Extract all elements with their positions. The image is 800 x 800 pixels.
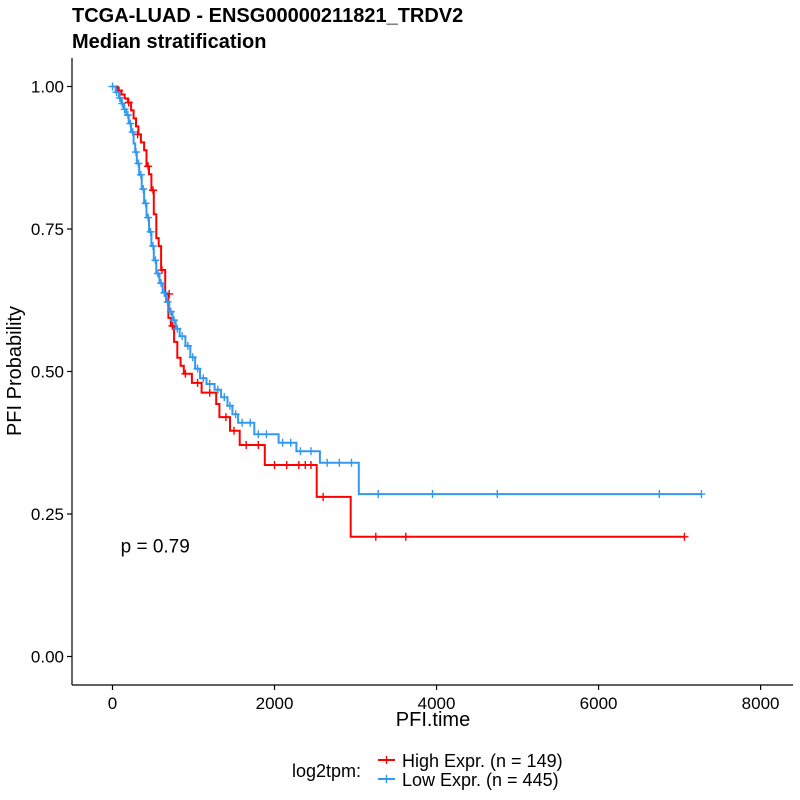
censor-mark [146,227,155,236]
censor-mark [286,438,295,447]
chart-title: TCGA-LUAD - ENSG00000211821_TRDV2 [72,5,463,27]
censor-mark [697,490,706,499]
y-tick-label: 0.75 [31,220,64,239]
chart-subtitle: Median stratification [72,31,266,53]
legend-title: log2tpm: [292,761,361,781]
x-tick-label: 2000 [256,694,294,713]
censor-mark [183,341,192,350]
censor-mark [323,458,332,467]
censor-mark [238,418,247,427]
censor-mark [282,460,291,469]
censor-mark [153,269,162,278]
censor-mark [213,385,222,394]
censor-mark [181,369,190,378]
censor-mark [335,458,344,467]
censor-mark [126,119,135,128]
y-tick-label: 0.25 [31,505,64,524]
censor-mark [123,111,132,119]
p-value-annotation: p = 0.79 [121,536,190,557]
censor-mark [319,492,328,501]
censor-mark [134,159,143,168]
series-layer [108,82,706,541]
censor-mark [221,413,230,422]
censor-mark [115,93,124,102]
legend-entry-high: High Expr. (n = 149) [402,751,563,771]
censor-mark [231,410,240,419]
censor-mark [347,458,356,467]
censor-mark [131,148,140,157]
censor-mark [270,460,279,469]
censor-mark [296,447,305,456]
censor-mark [139,185,148,194]
censor-mark [149,186,158,195]
censor-mark [230,426,239,435]
x-tick-label: 8000 [742,694,780,713]
censor-mark [374,490,383,499]
censor-mark [242,441,251,450]
censor-mark [680,532,689,541]
censor-mark [205,388,214,397]
censor-mark [371,532,380,541]
survival-curve-high [112,85,685,538]
y-tick-label: 1.00 [31,78,64,97]
censor-mark [133,130,142,139]
censor-mark [262,430,271,439]
censor-mark [225,401,234,410]
censor-mark [306,460,315,469]
censor-mark [173,324,182,333]
censor-mark [151,256,160,265]
x-tick-label: 4000 [418,694,456,713]
legend-entry-low: Low Expr. (n = 445) [402,770,559,790]
censor-mark [157,279,166,288]
x-tick-label: 0 [108,694,117,713]
x-axis-title: PFI.time [396,709,470,731]
censor-mark [120,105,129,114]
censor-mark [157,266,166,275]
axes: 0 2000 4000 6000 8000 0.00 0.25 0.50 0.75 1.00 [31,58,793,713]
censor-mark [124,98,133,107]
censor-mark [112,88,121,97]
censor-mark [118,99,127,108]
censor-mark [136,170,145,179]
censor-mark [278,438,287,447]
censor-mark [149,242,158,251]
censor-mark [160,288,169,297]
censor-mark [401,532,410,541]
censor-mark [170,316,179,325]
censor-mark [178,332,187,341]
censor-mark [144,162,153,171]
censor-mark [188,353,197,362]
y-tick-label: 0.50 [31,363,64,382]
y-axis-title: PFI Probability [4,306,26,436]
censor-mark [493,490,502,499]
censor-mark [655,490,664,499]
censor-mark [246,418,255,427]
censor-mark [254,430,263,439]
censor-mark [254,441,263,450]
censor-mark [141,199,150,208]
censor-mark [205,380,214,389]
censor-mark [193,364,202,373]
censor-mark [220,393,229,402]
censor-mark [199,374,208,383]
censor-mark [163,297,172,306]
censor-mark [108,82,117,91]
censor-mark [128,128,137,137]
censor-mark [193,378,202,387]
censor-mark [428,490,437,499]
survival-curve-low [112,85,702,496]
censor-mark [166,307,175,316]
legend: log2tpm: High Expr. (n = 149) Low Expr. … [292,751,563,790]
censor-mark [306,447,315,456]
y-tick-label: 0.00 [31,648,64,667]
x-tick-label: 6000 [580,694,618,713]
censor-mark [144,213,153,222]
